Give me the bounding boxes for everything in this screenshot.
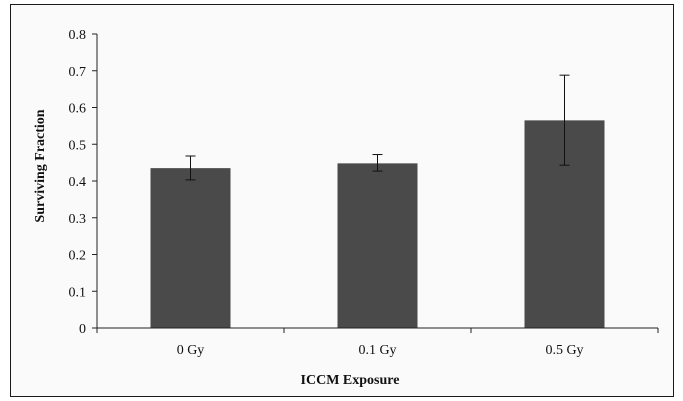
bar-0-1-gy — [337, 163, 418, 328]
y-tick-label: 0 — [79, 322, 86, 337]
y-tick-label: 0.8 — [69, 28, 87, 43]
y-tick-label: 0.4 — [69, 175, 87, 190]
y-tick-label: 0.2 — [69, 249, 87, 264]
x-tick-label: 0.5 Gy — [545, 343, 583, 358]
x-tick-label: 0.1 Gy — [358, 343, 396, 358]
y-axis-title: Surviving Fraction — [33, 109, 48, 222]
x-tick-label: 0 Gy — [177, 343, 205, 358]
y-tick-label: 0.7 — [69, 65, 87, 80]
bar-0-gy — [150, 168, 231, 328]
y-tick-label: 0.6 — [69, 102, 87, 117]
y-tick-label: 0.5 — [69, 138, 87, 153]
x-axis-title: ICCM Exposure — [301, 373, 400, 388]
y-tick-label: 0.1 — [69, 285, 87, 300]
y-tick-label: 0.3 — [69, 212, 87, 227]
